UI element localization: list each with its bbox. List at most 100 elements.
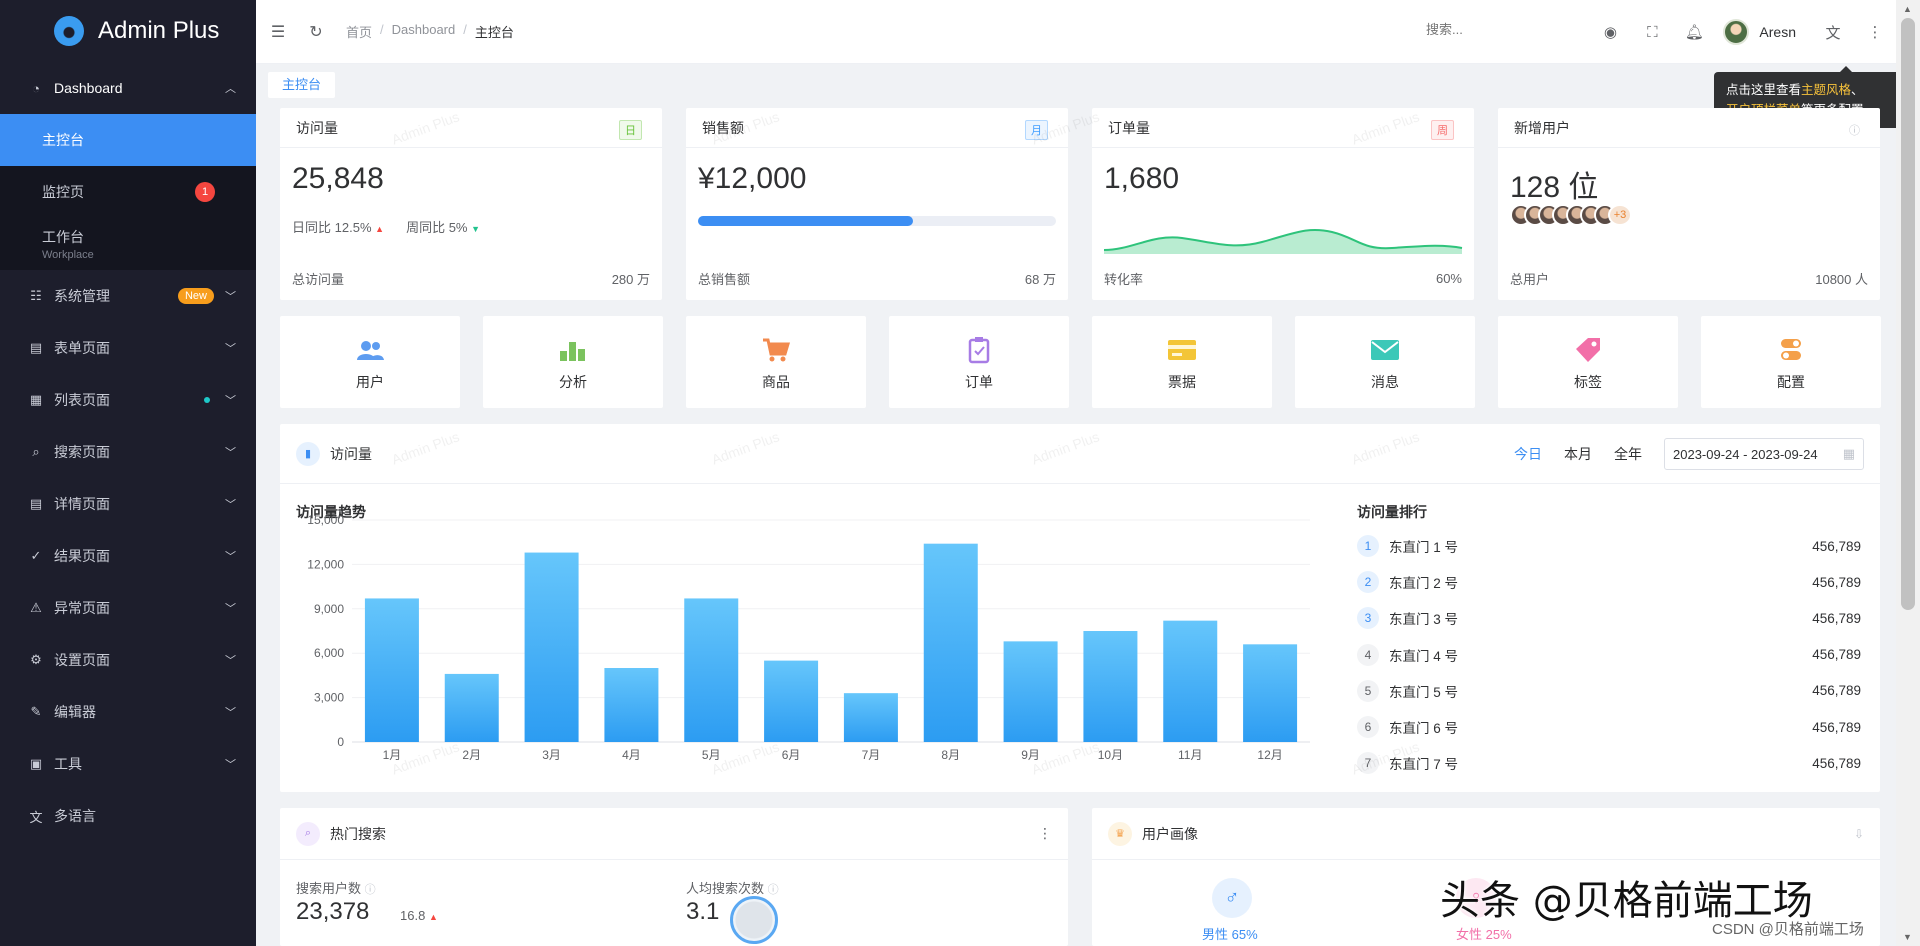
- x-tick-label: 4月: [622, 748, 641, 762]
- rank-value: 456,789: [1812, 755, 1861, 771]
- quick-entry-messages[interactable]: 消息: [1295, 316, 1475, 408]
- quick-entry-label: 分析: [559, 374, 587, 390]
- sidebar-item-dashboard[interactable]: ◔ Dashboard ︿: [0, 62, 256, 114]
- quick-entry-bills[interactable]: 票据: [1092, 316, 1272, 408]
- x-tick-label: 10月: [1098, 748, 1123, 762]
- quick-entry-orders[interactable]: 订单: [889, 316, 1069, 408]
- sidebar-item-label: 多语言: [54, 808, 96, 824]
- filter-today[interactable]: 今日: [1514, 446, 1542, 462]
- orders-sparkline: [1103, 228, 1463, 254]
- quick-entry-tags[interactable]: 标签: [1498, 316, 1678, 408]
- crown-icon: ♛: [1108, 821, 1132, 846]
- card-icon: [1092, 336, 1272, 364]
- chart-bar: [1083, 631, 1138, 742]
- user-avatars: +3: [1498, 198, 1880, 226]
- sidebar-item-editor[interactable]: ✎ 编辑器 ﹀: [0, 686, 256, 738]
- stat-value: 1,680: [1104, 162, 1180, 195]
- sidebar-item-tools[interactable]: ▣ 工具 ﹀: [0, 738, 256, 790]
- quick-entry-label: 用户: [356, 374, 384, 390]
- tab-bar: 主控台: [256, 64, 1896, 104]
- bell-icon[interactable]: 🔔︎: [1684, 24, 1704, 41]
- search-users-label: 搜索用户数 ⓘ: [296, 878, 376, 897]
- info-icon[interactable]: ⓘ: [767, 884, 779, 896]
- rank-number: 7: [1357, 752, 1379, 775]
- toggle-icon: [1701, 336, 1881, 364]
- download-icon[interactable]: ⇩: [1853, 826, 1864, 841]
- robot-illustration: [730, 896, 778, 944]
- sidebar-item-monitor[interactable]: 监控页 1: [0, 166, 256, 218]
- toolbox-icon: ▣: [29, 756, 43, 771]
- scroll-up-icon[interactable]: ▲: [1903, 4, 1912, 14]
- scroll-down-icon[interactable]: ▼: [1903, 932, 1912, 942]
- quick-entry-analysis[interactable]: 分析: [483, 316, 663, 408]
- menu-fold-icon[interactable]: ☰: [270, 23, 286, 41]
- compare-value: 5%: [448, 219, 468, 235]
- stat-compare: 日同比 12.5% ▲ 周同比 5% ▼: [280, 206, 662, 246]
- sidebar-item-label: 结果页面: [54, 548, 110, 564]
- footer-label: 总销售额: [698, 271, 751, 287]
- filter-year[interactable]: 全年: [1614, 446, 1642, 462]
- period-tag: 月: [1025, 120, 1048, 140]
- chart-bar: [364, 598, 419, 742]
- scrollbar-thumb[interactable]: [1901, 18, 1915, 610]
- stat-value: ¥12,000: [698, 162, 807, 195]
- y-tick-label: 3,000: [314, 691, 344, 705]
- sidebar-item-label: 系统管理: [54, 288, 110, 304]
- sidebar-item-system[interactable]: ☷ 系统管理 New ﹀: [0, 270, 256, 322]
- translate-icon[interactable]: 文: [1825, 24, 1841, 42]
- fullscreen-icon[interactable]: ⛶: [1647, 23, 1658, 41]
- notification-count-badge: 1: [195, 182, 215, 202]
- sparkline-area: [1104, 229, 1462, 254]
- filter-month[interactable]: 本月: [1564, 446, 1592, 462]
- panel-title: 热门搜索: [330, 825, 386, 842]
- date-range-picker[interactable]: 2023-09-24 - 2023-09-24 ▦: [1664, 438, 1864, 470]
- chart-title: 访问量趋势: [296, 504, 366, 520]
- quick-entry-config[interactable]: 配置: [1701, 316, 1881, 408]
- chart-bar: [524, 552, 579, 742]
- user-portrait-panel: ♛ 用户画像 ⇩ ♂ 男性 65% ♀ 女性 25%: [1092, 808, 1880, 946]
- more-vertical-icon[interactable]: ⋮: [1038, 825, 1052, 841]
- male-ratio: 男性 65%: [1202, 927, 1258, 942]
- card-title: 订单量: [1108, 119, 1150, 136]
- quick-entry-label: 商品: [762, 374, 790, 390]
- users-icon: [280, 336, 460, 364]
- info-icon[interactable]: ⓘ: [364, 884, 376, 896]
- sidebar-item-details[interactable]: ▤ 详情页面 ﹀: [0, 478, 256, 530]
- more-vertical-icon[interactable]: ⋮: [1867, 24, 1883, 41]
- rank-number: 2: [1357, 571, 1379, 594]
- y-tick-label: 0: [337, 735, 344, 749]
- refresh-icon[interactable]: ↻: [309, 23, 323, 41]
- logo-icon: [54, 16, 84, 46]
- panel-title: 用户画像: [1142, 825, 1198, 842]
- tab-main-console[interactable]: 主控台: [268, 72, 336, 98]
- scrollbar[interactable]: ▲ ▼: [1896, 0, 1920, 946]
- sidebar-item-forms[interactable]: ▤ 表单页面 ﹀: [0, 322, 256, 374]
- sidebar-item-exceptions[interactable]: ⚠ 异常页面 ﹀: [0, 582, 256, 634]
- breadcrumb-dashboard[interactable]: Dashboard: [391, 22, 456, 37]
- quick-entry-goods[interactable]: 商品: [686, 316, 866, 408]
- footer-label: 转化率: [1104, 271, 1144, 287]
- sidebar-item-search[interactable]: ⌕ 搜索页面 ﹀: [0, 426, 256, 478]
- search-input[interactable]: [1426, 22, 1606, 37]
- tooltip-text: 点击这里查看: [1726, 83, 1802, 97]
- bar-chart-icon: [483, 336, 663, 364]
- tooltip-highlight[interactable]: 主题风格: [1801, 83, 1852, 97]
- sidebar: Admin Plus ◔ Dashboard ︿ 主控台 监控页 1 工作台 Wor…: [0, 0, 256, 946]
- sidebar-item-lists[interactable]: ▦ 列表页面 ﹀: [0, 374, 256, 426]
- sidebar-item-settings[interactable]: ⚙ 设置页面 ﹀: [0, 634, 256, 686]
- user-menu[interactable]: Aresn: [1723, 19, 1796, 45]
- app-logo[interactable]: Admin Plus: [0, 0, 256, 62]
- quick-entry-users[interactable]: 用户: [280, 316, 460, 408]
- chart-bar: [923, 543, 978, 742]
- help-icon[interactable]: ⓘ: [1849, 125, 1860, 137]
- chart-icon: ▮: [296, 441, 320, 466]
- sidebar-item-results[interactable]: ✓ 结果页面 ﹀: [0, 530, 256, 582]
- panel-title: 访问量: [330, 445, 372, 462]
- breadcrumb-home[interactable]: 首页: [346, 25, 373, 40]
- chevron-down-icon: ﹀: [225, 551, 236, 563]
- sidebar-item-i18n[interactable]: 文多语言: [0, 790, 256, 842]
- theme-target-icon[interactable]: ◉: [1603, 24, 1617, 41]
- sidebar-item-main-console[interactable]: 主控台: [0, 114, 256, 166]
- ranking-list: 1 东直门 1 号 456,789 2 东直门 2 号 456,789 3 东直门 3 号…: [1357, 528, 1861, 781]
- sidebar-item-workplace[interactable]: 工作台 Workplace: [0, 218, 256, 270]
